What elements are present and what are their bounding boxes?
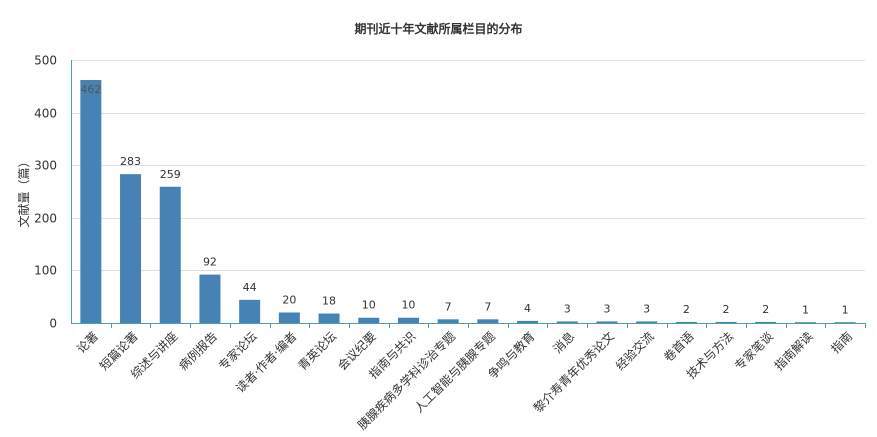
bar — [517, 320, 539, 323]
bar — [715, 321, 737, 323]
x-tick-label: 青英论坛 — [295, 329, 339, 373]
y-tick-label: 200 — [34, 212, 57, 226]
bars — [80, 79, 856, 323]
data-label: 18 — [322, 295, 336, 308]
bar — [437, 319, 459, 323]
x-tick-label: 消息 — [550, 329, 578, 357]
bar — [199, 274, 221, 323]
bar — [794, 322, 816, 323]
data-label: 2 — [762, 303, 769, 316]
data-labels: 462 283 259 92 44 20 18 10 10 7 7 4 3 3 3 2 2 2 1 1 — [80, 83, 848, 316]
data-label: 2 — [683, 303, 690, 316]
x-tick-label: 病例报告 — [176, 329, 221, 374]
data-label: 7 — [445, 300, 452, 313]
data-label: 7 — [484, 300, 491, 313]
data-label: 44 — [243, 281, 257, 294]
y-axis-title: 文献量（篇） — [16, 155, 31, 227]
data-label: 3 — [564, 302, 571, 315]
bar — [596, 321, 618, 323]
y-tick-label: 0 — [49, 317, 57, 331]
data-label: 92 — [203, 256, 217, 269]
bar — [358, 317, 380, 323]
data-label: 10 — [401, 299, 415, 312]
x-tick-label: 指南解读 — [771, 329, 816, 374]
y-tick-label: 500 — [34, 54, 57, 68]
x-tick-label: 指南 — [828, 329, 856, 357]
data-label: 283 — [120, 155, 141, 168]
data-label: 3 — [603, 302, 610, 315]
axes: 0100200300400500论著短篇论著综述与讲座病例报告专家论坛读者·作者… — [34, 54, 866, 432]
bar — [556, 321, 578, 323]
bar — [834, 322, 856, 323]
x-tick-label: 专家笔谈 — [731, 329, 776, 374]
bar — [755, 321, 777, 323]
data-label: 2 — [723, 303, 730, 316]
y-tick-label: 100 — [34, 264, 57, 278]
x-tick-label: 论著 — [74, 329, 101, 356]
x-tick-label: 卷首语 — [660, 329, 696, 365]
data-label: 259 — [160, 168, 181, 181]
bar — [397, 317, 419, 323]
x-tick-label: 经验交流 — [612, 329, 657, 374]
bar — [120, 174, 142, 323]
bar — [278, 312, 300, 323]
data-label: 20 — [282, 293, 296, 306]
data-label: 3 — [643, 302, 650, 315]
bar — [239, 299, 261, 323]
data-label: 10 — [362, 299, 376, 312]
bar — [318, 313, 340, 323]
chart-title: 期刊近十年文献所属栏目的分布 — [354, 22, 523, 36]
grid-lines — [71, 60, 865, 271]
data-label: 1 — [802, 303, 809, 316]
bar — [477, 319, 499, 323]
bar — [159, 186, 181, 323]
y-tick-label: 400 — [34, 107, 57, 121]
bar — [675, 321, 697, 323]
data-label: 1 — [842, 303, 849, 316]
data-label: 462 — [80, 83, 101, 96]
data-label: 4 — [524, 302, 531, 315]
bar — [80, 79, 102, 323]
bar — [636, 321, 658, 323]
y-tick-label: 300 — [34, 159, 57, 173]
